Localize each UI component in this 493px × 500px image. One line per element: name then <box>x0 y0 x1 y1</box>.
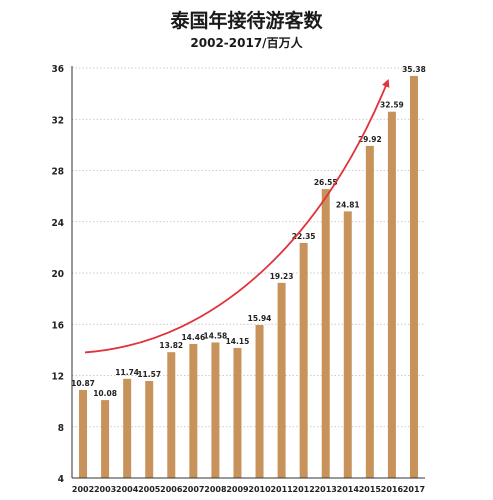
x-tick-label: 2003 <box>94 485 116 494</box>
data-label: 32.59 <box>380 101 404 110</box>
x-tick-label: 2015 <box>359 485 382 494</box>
x-tick-label: 2006 <box>160 485 183 494</box>
x-tick-label: 2005 <box>138 485 161 494</box>
x-tick-label: 2017 <box>403 485 425 494</box>
y-tick-label: 8 <box>58 423 64 434</box>
data-label: 24.81 <box>336 200 360 209</box>
x-tick-label: 2013 <box>315 485 337 494</box>
data-label: 19.23 <box>270 272 294 281</box>
chart-title: 泰国年接待游客数 <box>170 10 323 32</box>
axes: 4 8 12 16 20 24 28 32 36 2002 2003 2004 2005 2006 2007… <box>51 64 425 494</box>
y-tick-label: 32 <box>51 115 64 126</box>
data-label: 11.74 <box>115 368 139 377</box>
data-label: 22.35 <box>292 232 316 241</box>
trend-arrow <box>84 78 390 354</box>
data-label: 11.57 <box>137 370 161 379</box>
bar <box>387 111 396 479</box>
y-tick-label: 4 <box>58 474 64 485</box>
y-tick-label: 36 <box>51 64 64 75</box>
bar <box>233 347 242 478</box>
bar <box>409 75 418 478</box>
data-label: 26.55 <box>314 178 338 187</box>
x-tick-label: 2016 <box>381 485 404 494</box>
x-tick-label: 2011 <box>270 485 293 494</box>
x-tick-label: 2008 <box>204 485 227 494</box>
data-label: 10.87 <box>71 379 95 388</box>
data-label: 29.92 <box>358 135 382 144</box>
y-tick-label: 24 <box>51 218 64 229</box>
bar <box>343 211 352 478</box>
x-tick-label: 2002 <box>72 485 94 494</box>
data-label: 35.38 <box>402 65 426 74</box>
data-label: 14.15 <box>226 337 250 346</box>
bar <box>277 282 286 478</box>
x-tick-label: 2009 <box>226 485 249 494</box>
x-tick-label: 2014 <box>337 485 360 494</box>
data-label: 14.46 <box>181 333 205 342</box>
bar <box>167 352 176 478</box>
data-label: 15.94 <box>248 314 272 323</box>
y-tick-label: 12 <box>51 372 64 383</box>
bar <box>299 242 308 478</box>
y-tick-label: 16 <box>51 320 64 331</box>
y-tick-label: 20 <box>51 269 64 280</box>
x-tick-label: 2007 <box>182 485 204 494</box>
bar <box>211 342 220 478</box>
bar <box>79 389 88 478</box>
chart-subtitle: 2002-2017/百万人 <box>190 36 303 50</box>
bars <box>79 75 418 479</box>
x-tick-label: 2012 <box>293 485 315 494</box>
data-label: 13.82 <box>159 341 183 350</box>
bar <box>255 325 264 478</box>
data-label: 10.08 <box>93 389 117 398</box>
bar <box>123 378 132 478</box>
bar <box>145 381 154 478</box>
bar <box>321 189 330 478</box>
bar <box>189 343 198 478</box>
x-tick-label: 2004 <box>116 485 139 494</box>
data-label: 14.58 <box>204 331 228 340</box>
bar <box>101 400 110 478</box>
bar <box>365 145 374 478</box>
x-tick-label: 2010 <box>248 485 271 494</box>
y-tick-label: 28 <box>51 167 64 178</box>
